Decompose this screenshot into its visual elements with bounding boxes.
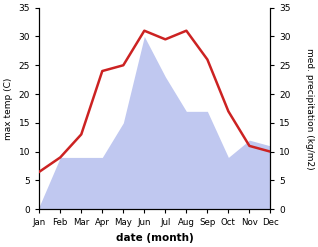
- Y-axis label: med. precipitation (kg/m2): med. precipitation (kg/m2): [305, 48, 314, 169]
- Y-axis label: max temp (C): max temp (C): [4, 77, 13, 140]
- X-axis label: date (month): date (month): [116, 233, 194, 243]
